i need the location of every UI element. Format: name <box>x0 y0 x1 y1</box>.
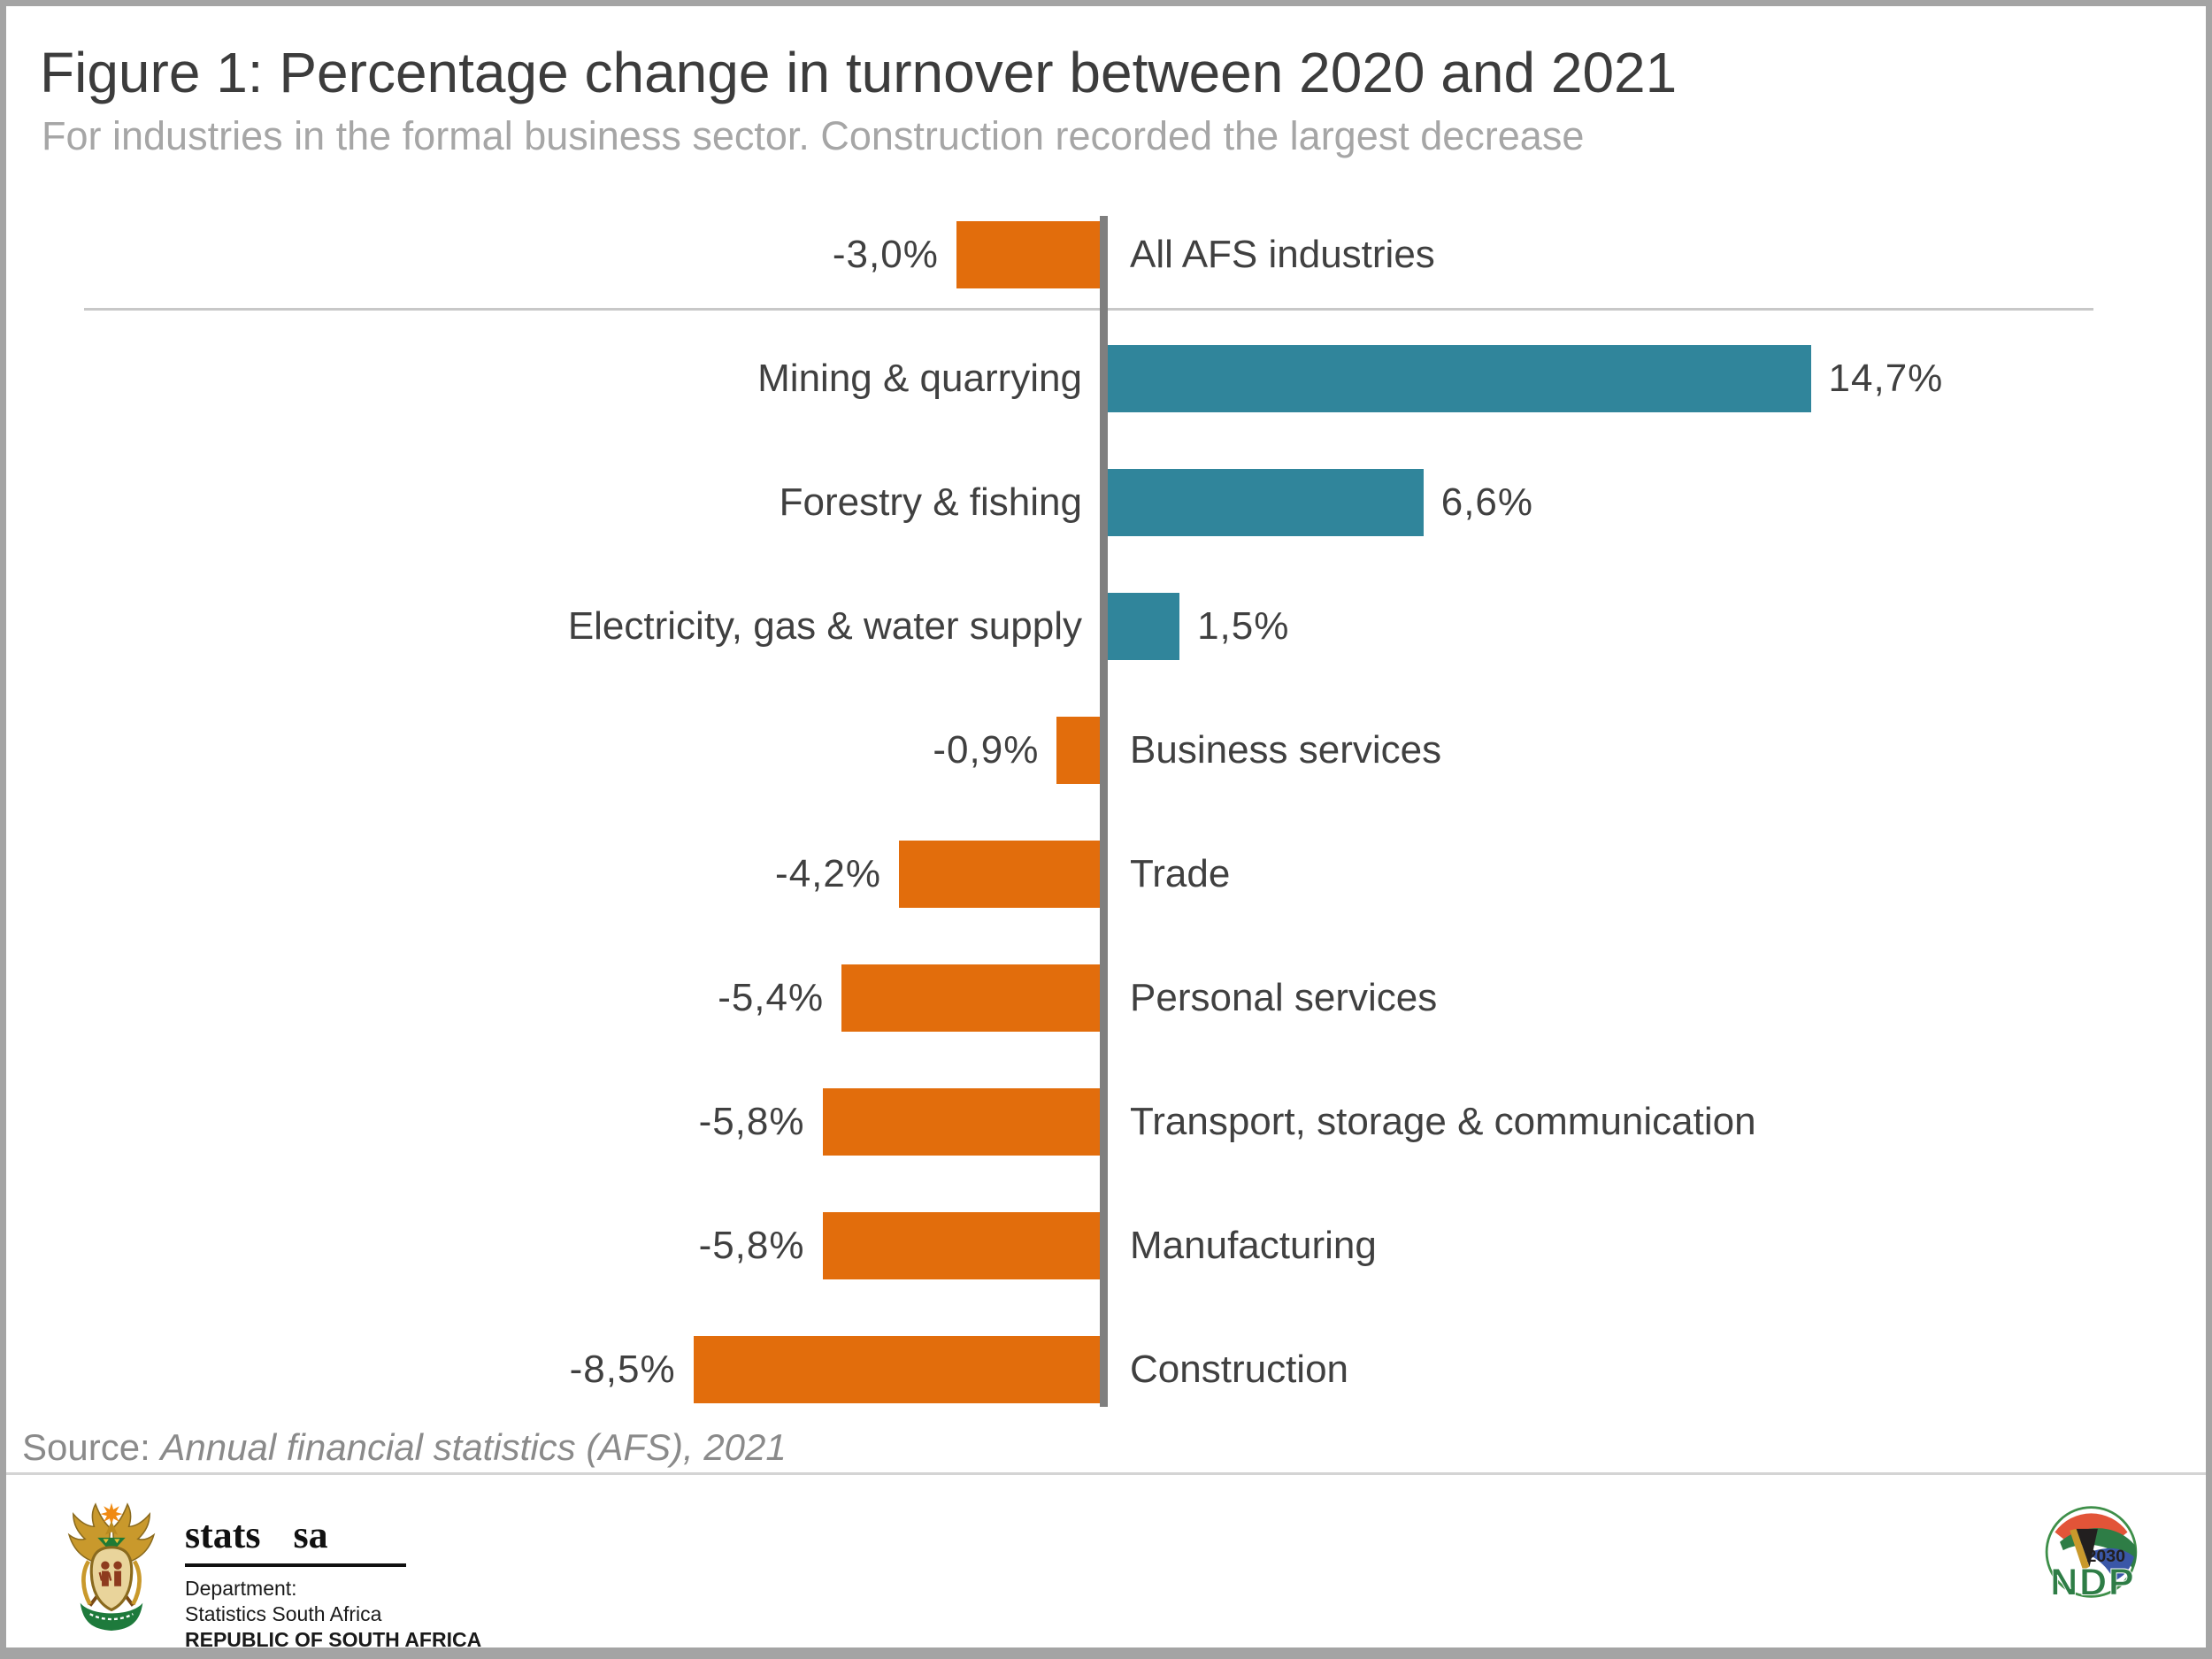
category-label-forestry-fishing: Forestry & fishing <box>779 480 1082 524</box>
category-label-trade: Trade <box>1130 852 1231 895</box>
footer-divider <box>6 1472 2206 1475</box>
value-label-business-services: -0,9% <box>933 728 1040 772</box>
page-border-bottom <box>0 1647 2212 1659</box>
ndp-2030-icon: 2030 NDP <box>2045 1506 2138 1604</box>
stats-sa-dept-line1: Department: <box>185 1577 297 1600</box>
bar-mining-quarrying <box>1108 345 1811 412</box>
bar-business-services <box>1056 717 1100 784</box>
category-label-business-services: Business services <box>1130 728 1442 772</box>
value-label-forestry-fishing: 6,6% <box>1440 480 1534 524</box>
source-note: Source: Annual financial statistics (AFS… <box>22 1426 787 1469</box>
category-label-all-afs-industries: All AFS industries <box>1130 233 1435 276</box>
summary-separator-line <box>84 308 2093 311</box>
category-label-personal-services: Personal services <box>1130 976 1438 1019</box>
stats-sa-dept-line2: Statistics South Africa <box>185 1602 382 1625</box>
south-africa-coat-of-arms-icon <box>67 1502 156 1631</box>
source-citation: Annual financial statistics (AFS), 2021 <box>160 1426 787 1468</box>
value-label-all-afs-industries: -3,0% <box>832 233 939 276</box>
category-label-construction: Construction <box>1130 1348 1349 1391</box>
bar-all-afs-industries <box>956 221 1100 288</box>
value-label-electricity-gas-water-supply: 1,5% <box>1197 604 1290 648</box>
category-label-transport-storage-communication: Transport, storage & communication <box>1130 1100 1756 1143</box>
bar-electricity-gas-water-supply <box>1108 593 1180 660</box>
bar-transport-storage-communication <box>822 1088 1100 1156</box>
value-label-trade: -4,2% <box>775 852 881 895</box>
chart-subtitle: For industries in the formal business se… <box>42 113 1585 158</box>
sunburst <box>100 1502 123 1525</box>
bar-manufacturing <box>822 1212 1100 1279</box>
category-label-electricity-gas-water-supply: Electricity, gas & water supply <box>567 604 1082 648</box>
bar-personal-services <box>841 964 1100 1032</box>
stats-sa-rule <box>185 1563 406 1567</box>
value-label-construction: -8,5% <box>569 1348 676 1391</box>
category-label-manufacturing: Manufacturing <box>1130 1224 1377 1267</box>
bar-construction <box>693 1336 1100 1403</box>
value-label-transport-storage-communication: -5,8% <box>698 1100 805 1143</box>
zero-axis-line <box>1100 216 1108 1407</box>
value-label-manufacturing: -5,8% <box>698 1224 805 1267</box>
ndp-2030-logo: 2030 NDP <box>2035 1502 2159 1617</box>
ndp-year-text: 2030 <box>2086 1547 2125 1566</box>
stats-sa-wordmark: stats sa <box>185 1513 328 1556</box>
bar-forestry-fishing <box>1108 469 1424 536</box>
stats-sa-dept-line3: REPUBLIC OF SOUTH AFRICA <box>185 1628 482 1651</box>
ndp-name-text: NDP <box>2050 1561 2135 1603</box>
chart-title: Figure 1: Percentage change in turnover … <box>40 41 1678 104</box>
stats-sa-logo: stats sa Department: Statistics South Af… <box>66 1500 481 1653</box>
value-label-personal-services: -5,4% <box>718 976 825 1019</box>
category-label-mining-quarrying: Mining & quarrying <box>757 357 1082 400</box>
value-label-mining-quarrying: 14,7% <box>1828 357 1944 400</box>
source-prefix: Source: <box>22 1426 150 1468</box>
bar-trade <box>898 841 1100 908</box>
